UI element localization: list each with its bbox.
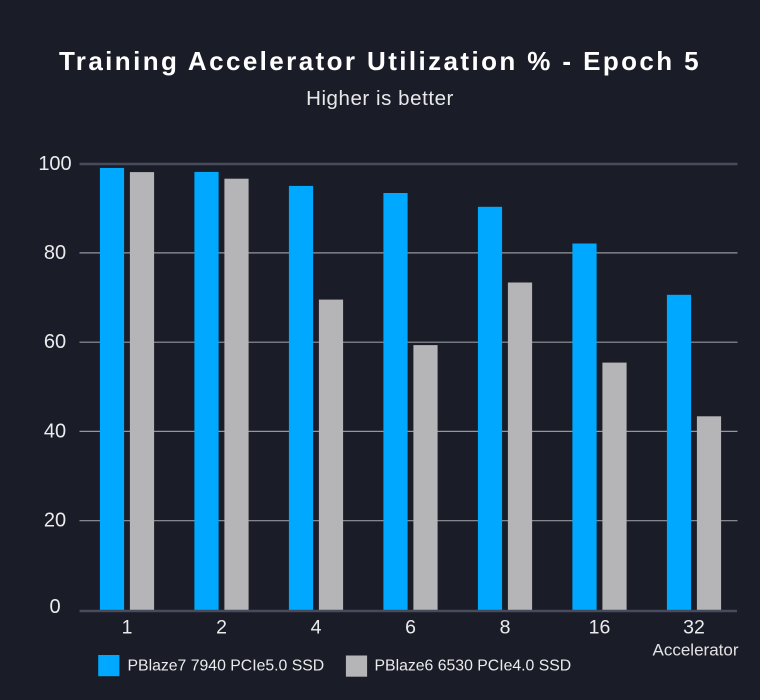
svg-text:6: 6 [405, 617, 416, 639]
svg-text:Training Accelerator Utilizati: Training Accelerator Utilization % - Epo… [59, 46, 701, 76]
svg-text:8: 8 [500, 617, 511, 639]
svg-text:0: 0 [49, 596, 60, 618]
svg-text:20: 20 [44, 510, 66, 532]
svg-text:2: 2 [216, 617, 227, 639]
svg-text:32: 32 [683, 617, 705, 639]
svg-text:60: 60 [44, 331, 66, 353]
svg-text:Higher is better: Higher is better [306, 87, 454, 110]
svg-text:40: 40 [44, 420, 66, 442]
svg-text:4: 4 [311, 617, 322, 639]
svg-text:PBlaze6 6530 PCIe4.0 SSD: PBlaze6 6530 PCIe4.0 SSD [375, 658, 572, 675]
svg-text:1: 1 [122, 617, 133, 639]
svg-text:80: 80 [44, 242, 66, 264]
svg-text:Accelerator: Accelerator [653, 641, 739, 660]
svg-text:100: 100 [38, 153, 71, 175]
svg-text:16: 16 [589, 617, 611, 639]
svg-text:PBlaze7 7940 PCIe5.0 SSD: PBlaze7 7940 PCIe5.0 SSD [128, 658, 325, 675]
